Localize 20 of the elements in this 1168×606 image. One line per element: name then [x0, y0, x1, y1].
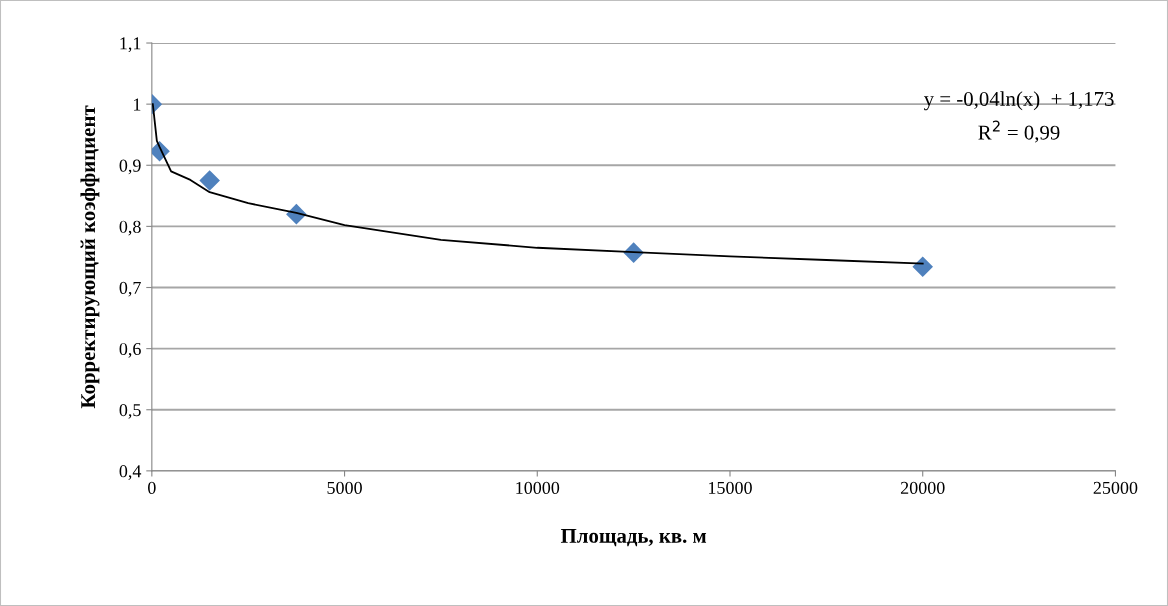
x-tick-label: 5000 [327, 481, 362, 494]
y-tick-label: 1,1 [120, 37, 141, 53]
y-tick-label: 0,8 [119, 220, 141, 236]
x-tick-label: 20000 [900, 481, 945, 494]
x-tick-label: 10000 [516, 481, 560, 494]
y-tick-label: 0,6 [119, 342, 141, 358]
x-tick-label: 0 [148, 481, 156, 494]
y-tick-label: 0,4 [119, 465, 142, 480]
point [199, 170, 220, 191]
point [912, 256, 934, 278]
y-tick-label: 0,5 [119, 404, 141, 419]
y-tick-label: 0,9 [119, 159, 141, 175]
y-axis-title: Корректирующий коэффициент [80, 105, 100, 409]
x-axis-title: Площадь, кв. м [560, 529, 707, 547]
annotation: y = -0,04ln(x) + 1,173 [923, 91, 1114, 111]
x-tick-label: 15000 [709, 481, 752, 494]
x-tick-label: 25000 [1093, 481, 1138, 494]
y-tick-label: 0,7 [119, 281, 141, 297]
annotation: R$^{2}$ = 0,99 [978, 120, 1060, 143]
y-tick-label: 1 [133, 98, 141, 111]
